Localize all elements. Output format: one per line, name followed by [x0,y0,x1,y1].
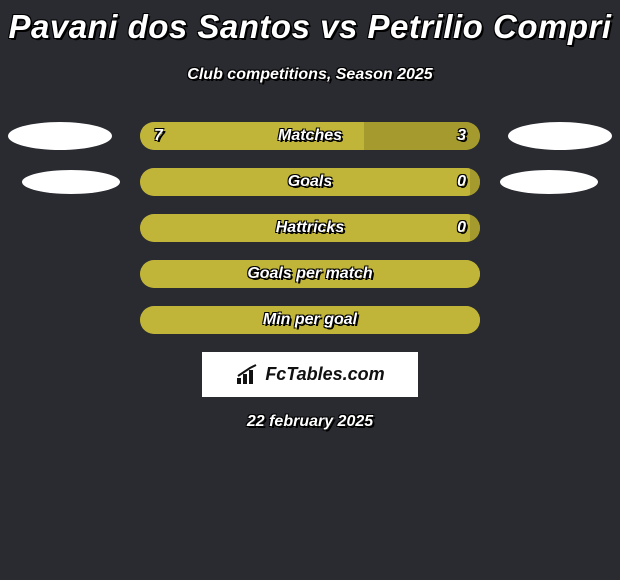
stat-row: Min per goal [0,306,620,334]
stat-row: 0Goals [0,168,620,196]
page-title: Pavani dos Santos vs Petrilio Compri [0,0,620,46]
stat-row: 0Hattricks [0,214,620,242]
stat-row: Goals per match [0,260,620,288]
logo-box: FcTables.com [202,352,418,397]
stat-label: Matches [0,122,620,150]
stat-label: Hattricks [0,214,620,242]
stat-label: Goals [0,168,620,196]
stats-container: 73Matches 0Goals 0Hattricks Goals per match… [0,122,620,334]
date-text: 22 february 2025 [0,413,620,431]
stat-row: 73Matches [0,122,620,150]
stat-label: Min per goal [0,306,620,334]
subtitle: Club competitions, Season 2025 [0,66,620,84]
stat-label: Goals per match [0,260,620,288]
chart-icon [235,364,259,386]
logo-text: FcTables.com [265,364,384,385]
